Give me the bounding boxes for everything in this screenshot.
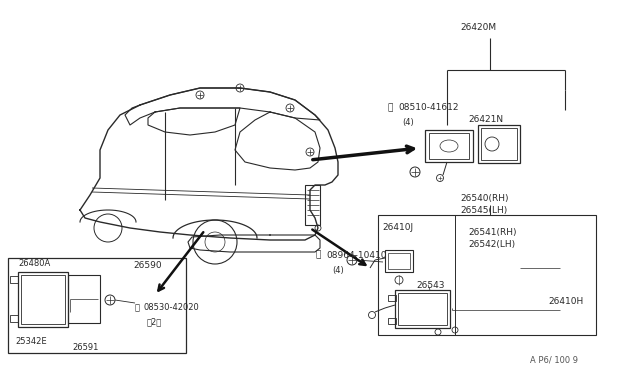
Text: 08510-41612: 08510-41612 — [398, 103, 458, 112]
Bar — [21, 275, 65, 324]
Text: Ⓢ: Ⓢ — [135, 304, 140, 312]
Bar — [68, 275, 100, 323]
Bar — [429, 133, 469, 159]
Text: 26543: 26543 — [416, 280, 445, 289]
Bar — [10, 276, 18, 283]
Text: A P6/ 100 9: A P6/ 100 9 — [530, 356, 578, 365]
Text: 08964-10410: 08964-10410 — [326, 250, 387, 260]
Bar — [388, 295, 396, 301]
Bar — [481, 128, 517, 160]
Bar — [395, 290, 450, 328]
Text: (4): (4) — [402, 118, 413, 126]
Bar — [8, 258, 186, 353]
Text: 25342E: 25342E — [15, 337, 47, 346]
Bar — [398, 293, 447, 325]
Bar — [388, 253, 410, 269]
Text: Ⓢ: Ⓢ — [388, 103, 394, 112]
Text: 26590: 26590 — [133, 260, 162, 269]
Bar — [18, 272, 68, 327]
Text: 26591: 26591 — [72, 343, 99, 353]
Text: 26420M: 26420M — [460, 23, 496, 32]
Text: 26540(RH): 26540(RH) — [460, 193, 509, 202]
Text: 26410H: 26410H — [548, 298, 583, 307]
Text: ⓝ: ⓝ — [316, 250, 321, 260]
Bar — [378, 215, 596, 335]
Text: 26410J: 26410J — [382, 224, 413, 232]
Text: 〈2〉: 〈2〉 — [147, 317, 163, 327]
Bar — [305, 185, 320, 225]
Text: 26541(RH): 26541(RH) — [468, 228, 516, 237]
Bar — [10, 315, 18, 322]
Bar — [385, 250, 413, 272]
Text: 26480A: 26480A — [18, 259, 51, 267]
Bar — [388, 318, 396, 324]
Text: 26542(LH): 26542(LH) — [468, 241, 515, 250]
Text: 26545(LH): 26545(LH) — [460, 205, 508, 215]
Bar — [478, 125, 520, 163]
Text: 08530-42020: 08530-42020 — [143, 304, 199, 312]
Text: (4): (4) — [332, 266, 344, 275]
Bar — [425, 130, 473, 162]
Text: 26421N: 26421N — [468, 115, 503, 125]
